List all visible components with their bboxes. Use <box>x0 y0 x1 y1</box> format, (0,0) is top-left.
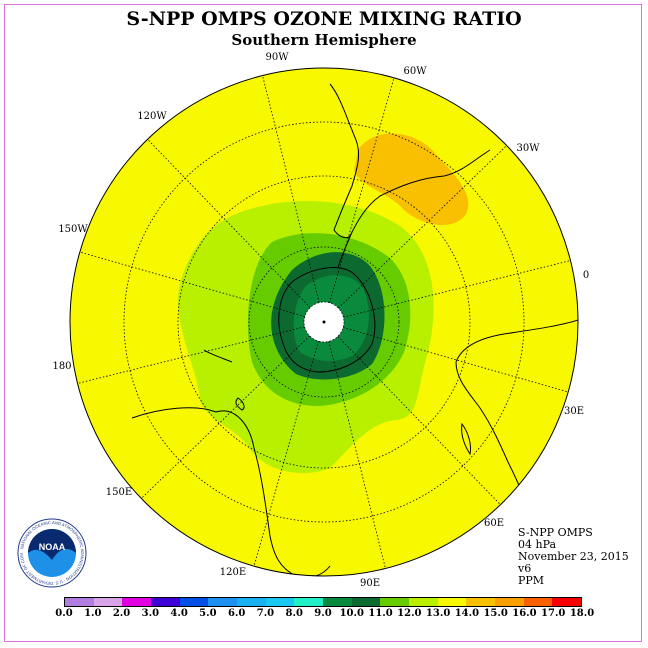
colorbar-tick-label: 6.0 <box>227 608 246 619</box>
colorbar-swatch <box>151 598 180 606</box>
meridian-line <box>77 326 305 384</box>
colorbar-swatch <box>93 598 123 606</box>
new-zealand-coast <box>203 349 233 363</box>
info-date: November 23, 2015 <box>518 550 629 563</box>
colorbar-swatch <box>65 598 94 606</box>
colorbar-tick-label: 10.0 <box>339 608 364 619</box>
noaa-logo: NOAA NATIONAL OCEANIC AND ATMOSPHERIC AD… <box>17 518 87 588</box>
colorbar-swatch <box>466 598 496 606</box>
colorbar-swatch <box>122 598 152 606</box>
colorbar-tick-label: 17.0 <box>541 608 566 619</box>
meridians <box>77 75 571 569</box>
colorbar-tick-label: 14.0 <box>454 608 480 619</box>
colorbar-tick-label: 4.0 <box>170 608 188 619</box>
colorbar-tick-label: 18.0 <box>569 608 595 619</box>
figure-title: S-NPP OMPS OZONE MIXING RATIO <box>126 8 522 30</box>
madagascar-coast <box>461 422 471 456</box>
ozone-field <box>70 68 578 576</box>
lon-label-120e: 120E <box>220 567 246 578</box>
meridian-line <box>329 77 395 303</box>
colorbar-ticks: 0.0 1.0 2.0 3.0 4.0 5.0 6.0 7.0 8.0 9.0 10.0 11.0 12… <box>0 608 648 622</box>
colorbar-tick-label: 15.0 <box>483 608 508 619</box>
meridian-line <box>253 341 319 567</box>
lon-label-30w: 30W <box>516 143 540 154</box>
lon-label-60e: 60E <box>484 518 504 529</box>
lon-label-150w: 150W <box>58 224 88 235</box>
colorbar-swatch <box>437 598 467 606</box>
colorbar-tick-label: 3.0 <box>141 608 160 619</box>
info-units: PPM <box>518 574 545 587</box>
meridian-line <box>343 260 571 318</box>
map-boundary <box>69 67 579 577</box>
meridian-line <box>338 145 507 309</box>
colorbar <box>64 597 582 607</box>
logo-bird <box>28 529 76 560</box>
meridian-line <box>141 335 310 499</box>
colorbar-tick-label: 8.0 <box>285 608 303 619</box>
colorbar-tick-label: 16.0 <box>512 608 537 619</box>
colorbar-tick-label: 11.0 <box>368 608 393 619</box>
colorbar-swatch <box>323 598 352 606</box>
meridian-line <box>337 336 501 505</box>
antarctica-coast <box>278 267 376 373</box>
colorbar-tick-label: 9.0 <box>314 608 332 619</box>
colorbar-tick-label: 7.0 <box>256 608 275 619</box>
colorbar-swatch <box>265 598 295 606</box>
colorbar-tick-label: 5.0 <box>199 608 217 619</box>
colorbar-tick-label: 1.0 <box>84 608 102 619</box>
colorbar-swatch <box>179 598 209 606</box>
colorbar-swatch <box>237 598 266 606</box>
colorbar-swatch <box>552 598 582 606</box>
australia-coast <box>131 407 331 576</box>
longitude-labels: 90W 60W 30W 0 30E 60E 90E 120E 150E 180 … <box>52 52 589 589</box>
info-block: S-NPP OMPS 04 hPa November 23, 2015 v6 P… <box>518 527 629 587</box>
info-level: 04 hPa <box>518 538 557 551</box>
colorbar-tick-label: 13.0 <box>425 608 451 619</box>
colorbar-swatch <box>495 598 524 606</box>
lon-label-120w: 120W <box>137 111 167 122</box>
logo-text: NOAA <box>39 542 66 552</box>
meridian-line <box>262 75 320 303</box>
south-pole-marker <box>322 320 326 324</box>
lon-label-150e: 150E <box>106 487 132 498</box>
figure-frame <box>4 4 642 642</box>
colorbar-swatch <box>523 598 553 606</box>
colorbar-swatch <box>409 598 438 606</box>
colorbar-tick-label: 2.0 <box>112 608 131 619</box>
meridian-line <box>79 251 305 317</box>
colorbar-swatch <box>351 598 381 606</box>
lon-label-90w: 90W <box>265 52 289 63</box>
info-instrument: S-NPP OMPS <box>518 526 593 539</box>
lon-label-90e: 90E <box>360 578 380 589</box>
meridian-line <box>328 341 386 569</box>
latitude-circles <box>123 121 525 523</box>
info-version: v6 <box>518 562 532 575</box>
colorbar-swatch <box>294 598 324 606</box>
lon-label-0: 0 <box>583 270 589 281</box>
lon-label-60w: 60W <box>403 66 427 77</box>
colorbar-swatch <box>380 598 410 606</box>
tasmania-coast <box>235 397 245 411</box>
meridian-line <box>343 327 569 393</box>
africa-coast <box>455 319 578 521</box>
meridian-line <box>147 139 311 308</box>
colorbar-swatch <box>208 598 238 606</box>
lon-label-30e: 30E <box>564 406 584 417</box>
figure-subtitle: Southern Hemisphere <box>231 31 417 49</box>
colorbar-tick-label: 0.0 <box>55 608 73 619</box>
colorbar-tick-label: 12.0 <box>397 608 422 619</box>
coastlines <box>131 83 578 576</box>
south-america-coast <box>329 83 491 239</box>
field-14ppm <box>354 133 469 226</box>
lon-label-180: 180 <box>52 361 71 372</box>
